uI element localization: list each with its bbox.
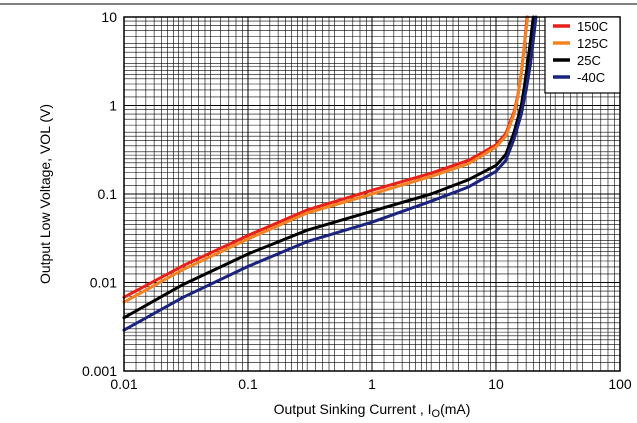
x-axis-label-subscript: O <box>432 408 441 420</box>
y-axis-label: Output Low Voltage, VOL (V) <box>37 104 53 284</box>
series-line <box>122 15 529 299</box>
x-tick-label: 100 <box>608 376 632 392</box>
legend-box <box>544 16 621 94</box>
x-axis-label: Output Sinking Current , IO(mA) <box>274 401 471 420</box>
legend-label: 125C <box>577 36 608 51</box>
y-tick-label: 0.001 <box>82 363 117 379</box>
legend: 150C 125C 25C -40C <box>544 16 621 94</box>
plot-frame <box>123 16 621 372</box>
grid <box>123 17 620 372</box>
x-tick-label: 0.1 <box>238 376 258 392</box>
x-axis-label-main: Output Sinking Current , I <box>274 401 432 417</box>
series-line <box>122 15 530 304</box>
x-tick-label: 0.01 <box>110 376 137 392</box>
y-tick-label: 1 <box>109 98 117 114</box>
legend-label: 150C <box>577 19 608 34</box>
series-layer <box>122 15 538 332</box>
y-tick-label: 10 <box>101 9 117 25</box>
y-tick-label: 0.01 <box>90 275 117 291</box>
y-tick-label: 0.1 <box>98 186 118 202</box>
x-tick-label: 1 <box>368 376 376 392</box>
series-line <box>122 15 538 332</box>
x-axis-label-unit: (mA) <box>440 401 470 417</box>
legend-label: 25C <box>577 53 601 68</box>
x-tick-label: 10 <box>488 376 504 392</box>
legend-label: -40C <box>577 70 605 85</box>
series-line <box>122 15 535 320</box>
